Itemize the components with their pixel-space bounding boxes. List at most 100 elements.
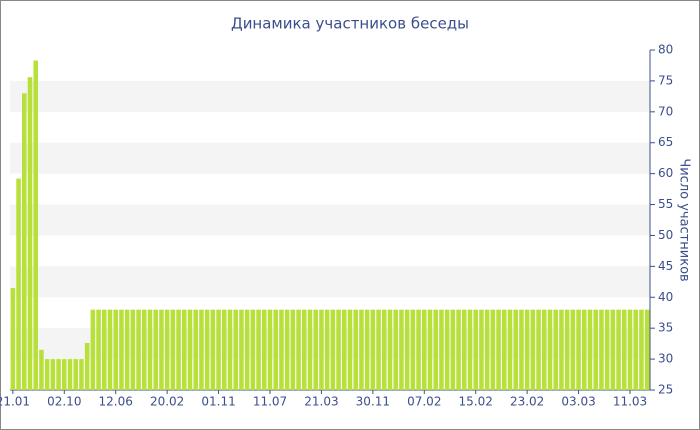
bar xyxy=(616,309,621,390)
x-tick-label: 03.03 xyxy=(561,395,595,409)
grid-band xyxy=(10,204,650,236)
bar xyxy=(604,309,610,390)
bar xyxy=(404,309,410,390)
bar xyxy=(210,309,216,390)
y-tick-label: 60 xyxy=(658,166,673,180)
bar xyxy=(102,309,107,390)
bar xyxy=(336,309,341,390)
bar xyxy=(467,309,473,390)
bar xyxy=(416,309,421,390)
bar xyxy=(130,309,136,390)
y-tick-label: 55 xyxy=(658,197,673,211)
bar xyxy=(273,309,278,390)
bar xyxy=(513,309,518,390)
bar xyxy=(107,309,113,390)
bar xyxy=(319,309,324,390)
bar xyxy=(113,309,118,390)
bar xyxy=(250,309,256,390)
bar xyxy=(450,309,456,390)
bar xyxy=(307,309,313,390)
bar xyxy=(347,309,353,390)
y-tick-label: 25 xyxy=(658,383,673,397)
x-tick-label: 30.11 xyxy=(356,395,390,409)
bar xyxy=(473,309,478,390)
y-axis-title: Число участников xyxy=(677,158,692,281)
bar xyxy=(570,309,576,390)
y-tick-label: 65 xyxy=(658,135,673,149)
bar xyxy=(587,309,593,390)
bar xyxy=(364,309,370,390)
bar xyxy=(27,77,33,390)
bar xyxy=(90,309,96,390)
bar xyxy=(22,93,27,390)
bar xyxy=(627,309,633,390)
y-tick-label: 75 xyxy=(658,73,673,87)
bar xyxy=(410,309,416,390)
bar xyxy=(16,178,21,390)
bar xyxy=(382,309,387,390)
chart-title: Динамика участников беседы xyxy=(231,15,469,33)
bar xyxy=(284,309,290,390)
bar xyxy=(593,309,598,390)
bar xyxy=(524,309,530,390)
bar xyxy=(599,309,604,390)
x-tick-label: 11.07 xyxy=(253,395,287,409)
bar xyxy=(536,309,541,390)
bar xyxy=(433,309,438,390)
bar xyxy=(153,309,158,390)
bar xyxy=(582,309,587,390)
bar xyxy=(496,309,501,390)
bar xyxy=(519,309,524,390)
bar xyxy=(553,309,558,390)
bar xyxy=(376,309,381,390)
bar xyxy=(462,309,467,390)
bar xyxy=(222,309,227,390)
bar xyxy=(622,309,627,390)
bar xyxy=(427,309,433,390)
y-tick-label: 30 xyxy=(658,352,673,366)
bar xyxy=(176,309,181,390)
bar xyxy=(182,309,187,390)
x-tick-label: 02.10 xyxy=(47,395,81,409)
bar xyxy=(456,309,461,390)
bar xyxy=(530,309,536,390)
bar xyxy=(479,309,484,390)
bar xyxy=(290,309,296,390)
bar xyxy=(119,309,124,390)
bar xyxy=(73,359,78,390)
bar xyxy=(359,309,364,390)
bar xyxy=(79,359,84,390)
bar xyxy=(633,309,638,390)
bar xyxy=(44,359,50,390)
bar xyxy=(399,309,404,390)
bar xyxy=(484,309,490,390)
bar xyxy=(159,309,164,390)
bar xyxy=(542,309,547,390)
bar xyxy=(393,309,398,390)
x-tick-label: 15.02 xyxy=(459,395,493,409)
bar xyxy=(84,343,90,390)
bar xyxy=(193,309,198,390)
y-tick-label: 40 xyxy=(658,290,673,304)
bar xyxy=(559,309,564,390)
bar xyxy=(444,309,450,390)
bar xyxy=(199,309,204,390)
bar xyxy=(256,309,261,390)
bar xyxy=(170,309,176,390)
bar xyxy=(39,349,44,390)
y-tick-label: 45 xyxy=(658,259,673,273)
bar xyxy=(136,309,141,390)
bar xyxy=(324,309,330,390)
x-tick-label: 20.02 xyxy=(150,395,184,409)
y-tick-label: 50 xyxy=(658,228,673,242)
y-tick-label: 35 xyxy=(658,321,673,335)
bar xyxy=(56,359,61,390)
bar xyxy=(296,309,301,390)
bar xyxy=(610,309,616,390)
y-tick-label: 80 xyxy=(658,43,673,57)
bar xyxy=(227,309,233,390)
bar xyxy=(62,359,67,390)
bar xyxy=(67,359,73,390)
bar xyxy=(330,309,336,390)
